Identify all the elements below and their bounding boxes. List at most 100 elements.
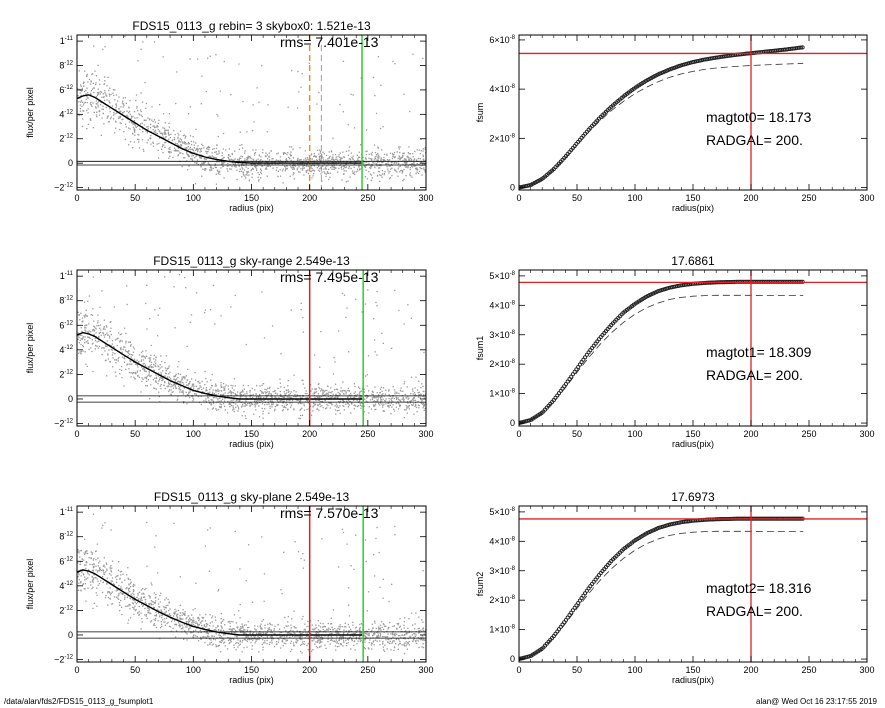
scatter-point bbox=[335, 156, 337, 158]
scatter-point bbox=[335, 393, 337, 395]
scatter-point bbox=[334, 388, 336, 391]
scatter-point bbox=[97, 565, 99, 567]
scatter-point bbox=[277, 400, 279, 402]
scatter-point bbox=[134, 363, 137, 365]
scatter-point bbox=[378, 164, 380, 167]
scatter-point bbox=[98, 110, 101, 112]
scatter-point bbox=[83, 110, 85, 112]
scatter-point bbox=[418, 380, 420, 382]
scatter-point bbox=[402, 160, 404, 162]
scatter-point bbox=[211, 399, 214, 401]
scatter-point bbox=[337, 396, 339, 398]
scatter-point bbox=[327, 393, 329, 395]
scatter-point bbox=[371, 393, 373, 395]
scatter-point bbox=[302, 331, 304, 333]
scatter-point bbox=[319, 167, 321, 170]
scatter-point bbox=[331, 168, 333, 170]
scatter-point bbox=[195, 128, 197, 130]
scatter-point bbox=[234, 150, 236, 152]
scatter-point bbox=[93, 45, 95, 47]
scatter-point bbox=[418, 407, 420, 409]
scatter-point bbox=[82, 336, 84, 338]
scatter-point bbox=[149, 358, 151, 360]
scatter-point bbox=[358, 393, 360, 395]
scatter-point bbox=[310, 167, 312, 169]
scatter-point bbox=[228, 628, 230, 630]
scatter-point bbox=[87, 336, 90, 338]
scatter-point bbox=[254, 165, 257, 167]
fsum-point bbox=[690, 60, 696, 65]
scatter-point bbox=[262, 152, 264, 154]
scatter-point bbox=[243, 411, 245, 413]
scatter-point bbox=[145, 119, 147, 121]
scatter-point bbox=[230, 306, 232, 308]
scatter-point bbox=[298, 159, 300, 161]
scatter-point bbox=[150, 137, 152, 139]
scatter-point bbox=[126, 574, 128, 576]
scatter-point bbox=[81, 105, 83, 108]
scatter-point bbox=[223, 60, 225, 63]
scatter-point bbox=[284, 616, 286, 619]
scatter-point bbox=[166, 386, 168, 388]
scatter-point bbox=[371, 158, 373, 160]
scatter-point bbox=[91, 553, 93, 555]
scatter-point bbox=[334, 396, 337, 398]
scatter-point bbox=[397, 622, 400, 625]
scatter-point bbox=[262, 413, 264, 415]
scatter-point bbox=[155, 363, 157, 365]
scatter-point bbox=[312, 410, 314, 412]
scatter-point bbox=[252, 104, 254, 106]
scatter-point bbox=[279, 647, 282, 649]
scatter-point bbox=[384, 170, 386, 173]
scatter-point bbox=[334, 409, 337, 411]
scatter-point bbox=[373, 162, 375, 164]
scatter-point bbox=[133, 111, 136, 113]
scatter-point bbox=[350, 392, 352, 395]
scatter-point bbox=[233, 395, 235, 397]
scatter-point bbox=[210, 399, 212, 401]
scatter-point bbox=[262, 642, 265, 644]
scatter-point bbox=[82, 346, 84, 348]
scatter-point bbox=[304, 387, 306, 389]
scatter-point bbox=[208, 155, 210, 157]
scatter-point bbox=[129, 617, 132, 619]
scatter-point bbox=[180, 382, 182, 384]
scatter-point bbox=[406, 412, 408, 414]
scatter-point bbox=[318, 642, 321, 644]
scatter-point bbox=[402, 396, 404, 399]
scatter-point bbox=[289, 636, 291, 638]
scatter-point bbox=[339, 624, 341, 626]
scatter-point bbox=[321, 156, 323, 158]
scatter-point bbox=[178, 150, 180, 152]
scatter-point bbox=[124, 138, 126, 141]
scatter-point bbox=[232, 385, 234, 387]
scatter-point bbox=[83, 90, 86, 93]
scatter-point bbox=[376, 392, 378, 394]
scatter-point bbox=[269, 636, 272, 638]
scatter-point bbox=[181, 624, 183, 626]
scatter-point bbox=[252, 397, 254, 399]
scatter-point bbox=[132, 590, 135, 593]
scatter-point bbox=[336, 388, 339, 391]
scatter-point bbox=[189, 391, 191, 393]
scatter-point bbox=[179, 391, 181, 393]
scatter-point bbox=[394, 289, 396, 292]
scatter-point bbox=[244, 152, 246, 154]
scatter-point bbox=[184, 626, 187, 628]
scatter-point bbox=[264, 404, 266, 406]
scatter-point bbox=[239, 641, 241, 643]
scatter-point bbox=[246, 157, 248, 159]
scatter-point bbox=[165, 597, 167, 599]
scatter-point bbox=[99, 568, 101, 570]
scatter-point bbox=[149, 137, 151, 139]
scatter-point bbox=[246, 391, 248, 393]
scatter-point bbox=[201, 143, 203, 145]
scatter-point bbox=[409, 168, 411, 171]
scatter-point bbox=[250, 404, 252, 406]
scatter-point bbox=[150, 375, 152, 377]
scatter-point bbox=[357, 158, 359, 160]
scatter-point bbox=[165, 611, 167, 613]
scatter-point bbox=[211, 617, 213, 619]
scatter-point bbox=[211, 155, 213, 157]
scatter-point bbox=[108, 121, 110, 123]
